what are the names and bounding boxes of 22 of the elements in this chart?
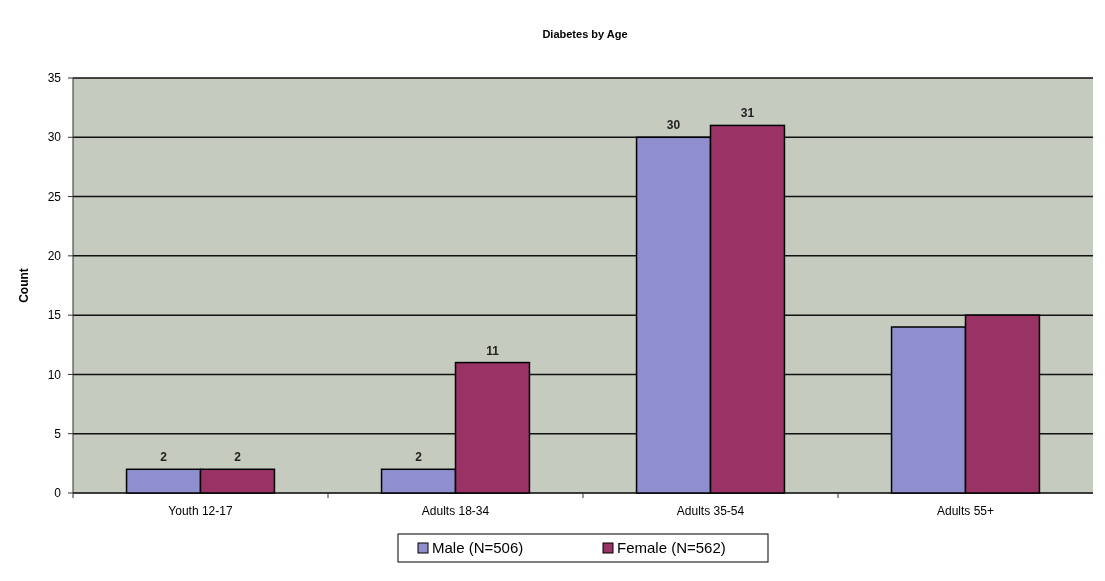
data-label: 2 bbox=[415, 450, 423, 465]
data-label: 2 bbox=[234, 450, 242, 465]
y-tick-label: 15 bbox=[47, 308, 62, 323]
data-label: 11 bbox=[486, 343, 500, 358]
data-label: 2 bbox=[160, 450, 168, 465]
y-tick-label: 20 bbox=[47, 249, 62, 264]
y-tick-label: 30 bbox=[47, 130, 62, 145]
y-tick-label: 35 bbox=[47, 71, 62, 86]
x-tick-label: Youth 12-17 bbox=[168, 504, 233, 518]
x-tick-label: Adults 18-34 bbox=[421, 504, 490, 518]
x-tick-label: Adults 35-54 bbox=[676, 504, 745, 518]
legend-label: Male (N=506) bbox=[432, 539, 524, 557]
legend-label: Female (N=562) bbox=[617, 539, 726, 557]
y-tick-label: 0 bbox=[54, 486, 62, 501]
x-tick-label: Adults 55+ bbox=[936, 504, 995, 518]
data-label: 31 bbox=[740, 106, 755, 121]
y-tick-label: 25 bbox=[47, 189, 62, 204]
y-tick-label: 5 bbox=[54, 426, 62, 441]
chart-title: Diabetes by Age bbox=[542, 28, 628, 40]
data-label: 30 bbox=[666, 118, 681, 133]
y-tick-label: 10 bbox=[47, 367, 62, 382]
y-axis-title: Count bbox=[17, 268, 31, 303]
